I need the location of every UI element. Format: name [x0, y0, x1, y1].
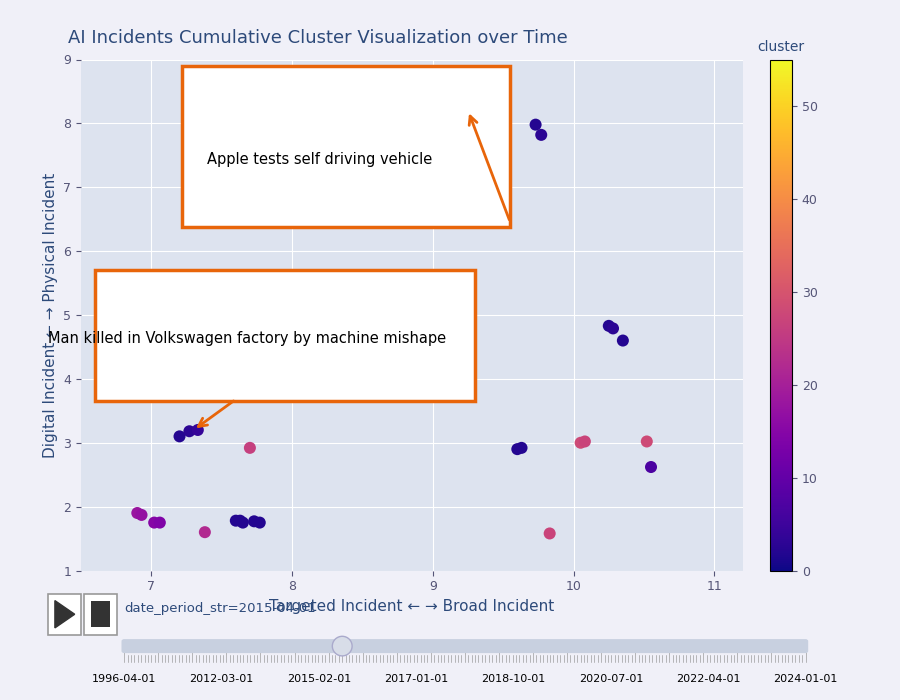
Point	[153, 517, 167, 528]
Point	[247, 516, 261, 527]
Point	[606, 323, 620, 334]
Point	[573, 437, 588, 449]
Point	[236, 517, 250, 528]
X-axis label: Targeted Incident ← → Broad Incident: Targeted Incident ← → Broad Incident	[269, 598, 554, 614]
Text: 2017-01-01: 2017-01-01	[384, 674, 448, 684]
Text: 2020-07-01: 2020-07-01	[579, 674, 643, 684]
Point	[191, 424, 205, 435]
Point	[233, 515, 248, 526]
Point	[534, 130, 548, 141]
Text: Apple tests self driving vehicle: Apple tests self driving vehicle	[207, 152, 433, 167]
Point	[528, 119, 543, 130]
Point	[475, 99, 490, 110]
Text: 1996-04-01: 1996-04-01	[92, 674, 157, 684]
Point	[578, 436, 592, 447]
Point	[514, 442, 528, 454]
Text: 2015-02-01: 2015-02-01	[287, 674, 351, 684]
Point	[616, 335, 630, 346]
Title: cluster: cluster	[757, 40, 805, 54]
Point	[253, 517, 267, 528]
Point	[243, 442, 257, 454]
Text: Man killed in Volkswagen factory by machine mishape: Man killed in Volkswagen factory by mach…	[48, 331, 446, 346]
Text: AI Incidents Cumulative Cluster Visualization over Time: AI Incidents Cumulative Cluster Visualiz…	[68, 29, 568, 47]
Text: 2018-10-01: 2018-10-01	[482, 674, 545, 684]
Point	[198, 526, 212, 538]
Point	[229, 515, 243, 526]
Point	[640, 436, 654, 447]
Point	[147, 517, 161, 528]
Text: 2012-03-01: 2012-03-01	[189, 674, 254, 684]
Text: 2022-04-01: 2022-04-01	[676, 674, 741, 684]
Point	[130, 508, 145, 519]
Point	[172, 430, 186, 442]
Point	[543, 528, 557, 539]
Bar	[95, 270, 475, 401]
Text: date_period_str=2015-04-01: date_period_str=2015-04-01	[124, 602, 316, 615]
Point	[644, 461, 658, 472]
Point	[134, 510, 148, 521]
Point	[601, 321, 616, 332]
Bar	[183, 66, 510, 227]
Point	[182, 426, 196, 437]
Y-axis label: Digital Incident ← → Physical Incident: Digital Incident ← → Physical Incident	[42, 172, 58, 458]
Point	[510, 444, 525, 455]
Text: 2024-01-01: 2024-01-01	[773, 674, 838, 684]
Point	[426, 370, 440, 382]
